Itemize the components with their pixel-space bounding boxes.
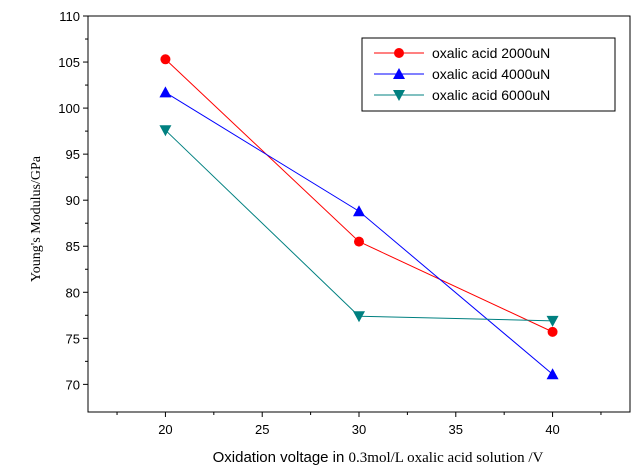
legend-swatch-marker [394, 48, 404, 58]
y-axis-ticks: 70 75 80 85 90 95 100 105 110 [58, 9, 88, 392]
data-point [547, 326, 558, 337]
legend-swatch-marker [393, 90, 405, 101]
legend-label: oxalic acid 6000uN [432, 87, 550, 103]
series-layer [159, 54, 559, 380]
y-tick-label: 80 [66, 285, 80, 300]
series-line [165, 129, 553, 322]
y-axis-label: Young's Modulus/GPa [29, 155, 44, 282]
y-tick-label: 70 [66, 377, 80, 392]
legend: oxalic acid 2000uN oxalic acid 4000uN oxal… [361, 37, 616, 112]
y-tick-label: 105 [58, 55, 80, 70]
legend-entry: oxalic acid 4000uN [374, 66, 550, 82]
data-point [353, 205, 365, 217]
data-point [546, 368, 559, 380]
data-point [159, 125, 172, 137]
series-2 [159, 86, 559, 380]
data-point [354, 236, 364, 247]
y-tick-label: 75 [66, 331, 80, 346]
y-tick-label: 100 [58, 101, 80, 116]
x-tick-label: 25 [255, 422, 269, 437]
data-point [353, 311, 365, 323]
x-axis-ticks: 20 25 30 35 40 [116, 412, 602, 437]
y-tick-label: 85 [66, 239, 80, 254]
y-tick-label: 90 [66, 193, 80, 208]
x-tick-label: 30 [352, 422, 366, 437]
x-tick-label: 40 [545, 422, 559, 437]
x-axis-label: Oxidation voltage in 0.3mol/L oxalic aci… [213, 449, 544, 466]
data-point [159, 86, 172, 98]
x-tick-label: 35 [449, 422, 463, 437]
x-tick-label: 20 [158, 422, 172, 437]
legend-label: oxalic acid 4000uN [432, 66, 550, 82]
data-point [160, 54, 171, 65]
series-1 [160, 54, 558, 337]
data-point [546, 315, 559, 327]
y-tick-label: 95 [66, 147, 80, 162]
legend-entry: oxalic acid 6000uN [374, 87, 550, 103]
legend-swatch-marker [393, 68, 405, 79]
series-3 [159, 125, 559, 327]
y-tick-label: 110 [59, 9, 80, 24]
legend-label: oxalic acid 2000uN [432, 45, 550, 61]
series-line [165, 92, 553, 375]
legend-entry: oxalic acid 2000uN [374, 45, 550, 61]
